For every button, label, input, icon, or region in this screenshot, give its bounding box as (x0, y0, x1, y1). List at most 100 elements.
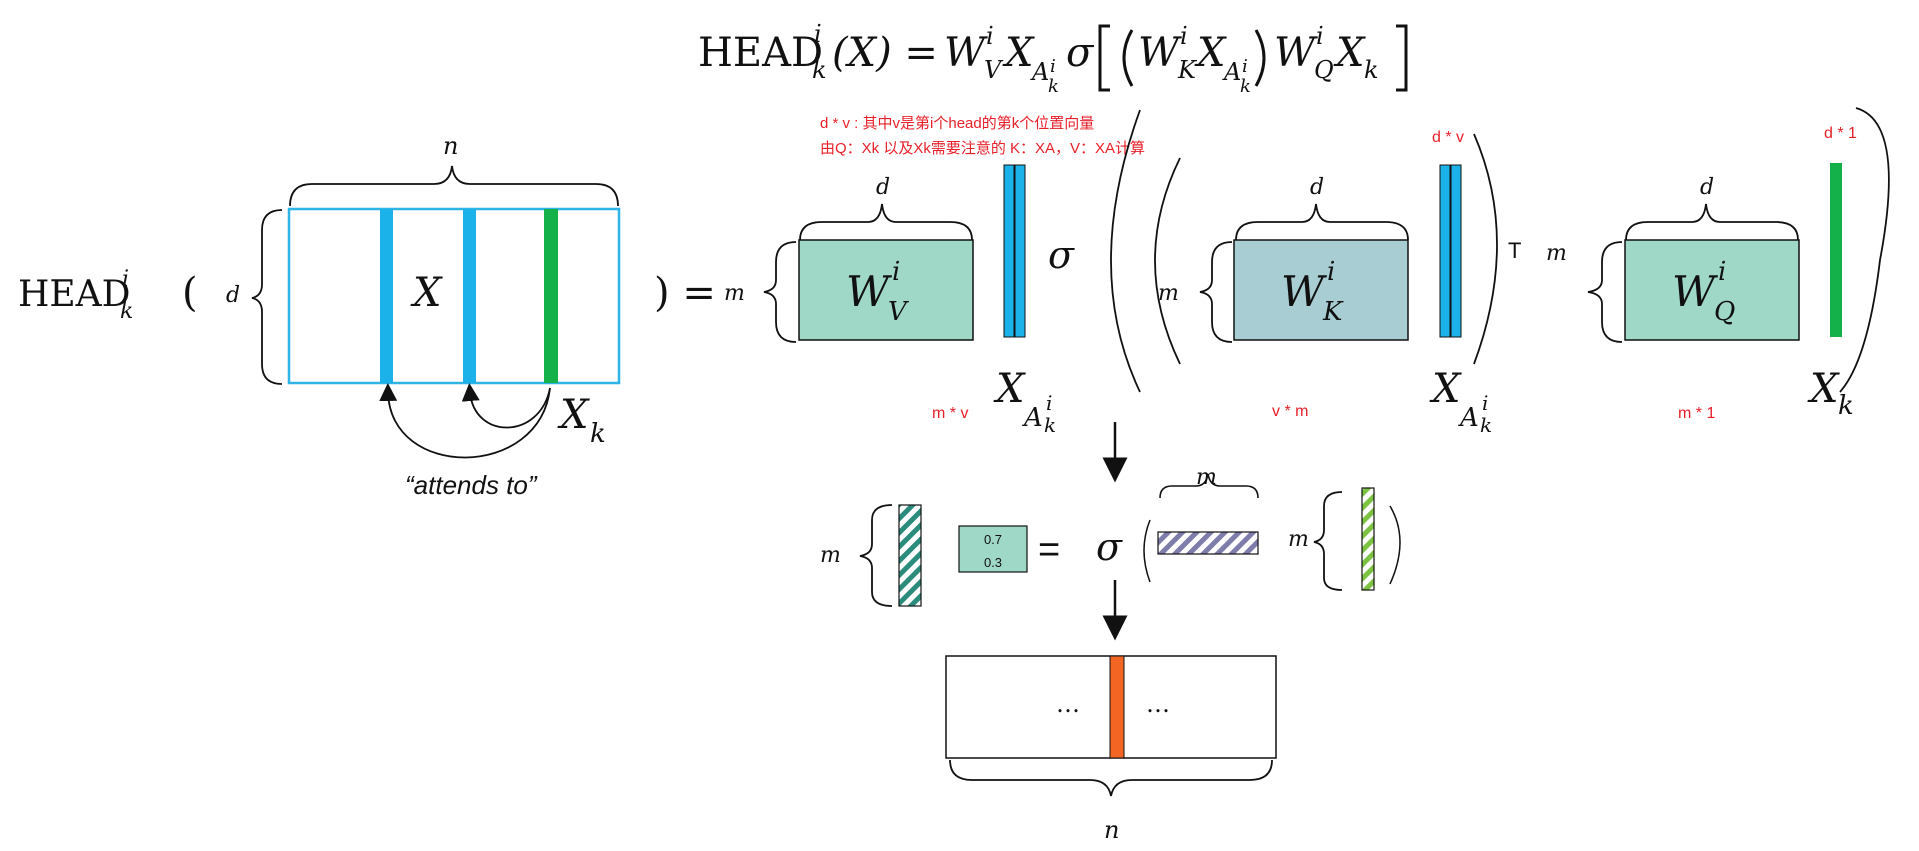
formula-arg: (X) = (832, 30, 938, 76)
brace-m-keys (1159, 473, 1259, 499)
formula-wv-sup: i (986, 22, 994, 50)
left-block: HEAD i k ( ) = n d X X k “attends to” (18, 132, 716, 500)
xk-label: X (557, 392, 590, 438)
formula-wv: W (944, 30, 988, 76)
dim-m-keys: m (1196, 465, 1217, 490)
wq-block: m d W i Q X k (1546, 107, 1890, 421)
softmax-left-paren (1143, 519, 1151, 583)
m1-annotation: m * 1 (1678, 405, 1715, 422)
x-matrix (287, 207, 621, 385)
dim-m-weighted: m (820, 543, 841, 568)
formula-x2-a-sup: i (1242, 56, 1248, 77)
brace-m-wq (1587, 241, 1623, 343)
wv-label-sub: V (888, 297, 909, 327)
dv-annotation: d * v (1432, 129, 1464, 146)
formula-wq: W (1274, 30, 1318, 76)
dim-m-query: m (1288, 527, 1309, 552)
wk-block: d m W i K X A i k (1154, 133, 1498, 437)
sigma-left-paren (1110, 109, 1141, 393)
transpose-left-paren (1154, 157, 1181, 365)
formula-x1-a-sub: k (1048, 76, 1059, 97)
output-ellipsis-right: … (1146, 690, 1170, 718)
wk-label: W (1281, 267, 1328, 316)
formula-head-sub: k (812, 56, 827, 84)
dim-d-left: d (226, 283, 240, 308)
brace-n-output (949, 759, 1273, 797)
dim-m-wq-label: m (1546, 241, 1567, 266)
formula-right-bracket (1396, 24, 1408, 92)
sigma-right-paren (1839, 107, 1890, 393)
dim-d-wk: d (1310, 175, 1324, 200)
softmax-right-paren (1389, 505, 1401, 585)
formula-wv-sub: V (984, 56, 1004, 84)
transpose-right-paren (1473, 133, 1498, 365)
formula-x1-a-sup: i (1050, 56, 1056, 77)
dim-d-wv: d (876, 175, 890, 200)
wk-matrix (1233, 239, 1409, 341)
wv-block: d m W i V X A i k σ (724, 164, 1075, 437)
dim-n-top: n (443, 132, 458, 160)
dim-m-wk: m (1158, 281, 1179, 306)
formula-wk-sup: i (1180, 22, 1188, 50)
xk-bar-query (1830, 163, 1842, 337)
vm-annotation: v * m (1272, 403, 1308, 420)
brace-m-query (1313, 491, 1343, 591)
formula-right-paren (1254, 29, 1266, 87)
formula-left-bracket (1098, 24, 1110, 92)
wk-label-sup: i (1327, 257, 1335, 287)
wq-label-sup: i (1718, 257, 1726, 287)
wv-label-sup: i (892, 257, 900, 287)
formula-x1: X (1002, 30, 1035, 76)
left-open-paren: ( (182, 270, 198, 316)
wv-label: W (846, 267, 893, 316)
xa-v-label: X (993, 366, 1026, 412)
formula-x2-a-sub: k (1240, 76, 1251, 97)
formula-xk-sub: k (1364, 56, 1379, 84)
brace-m-wv (763, 241, 797, 343)
formula-wk: W (1138, 30, 1182, 76)
x-column-attended-1 (380, 209, 393, 383)
dim-n-output: n (1104, 816, 1119, 844)
xa-v-label-sub: k (1044, 413, 1056, 437)
transpose-mark: T (1508, 238, 1521, 263)
brace-d-left (251, 209, 283, 385)
note-line-1: d * v : 其中v是第i个head的第k个位置向量 (820, 114, 1094, 132)
wq-label-sub: Q (1714, 297, 1735, 327)
brace-n-top (289, 165, 619, 207)
xa-k-label-sub: k (1480, 413, 1492, 437)
brace-m-weighted (859, 504, 893, 607)
output-ellipsis-left: … (1056, 690, 1080, 718)
formula-wq-sup: i (1316, 22, 1324, 50)
x-column-attended-2 (463, 209, 476, 383)
xa-k-label-a: A (1458, 403, 1479, 433)
output-column (1109, 655, 1125, 759)
attends-arrow-1 (379, 383, 551, 459)
xa-bar-v-2 (1014, 164, 1026, 338)
attends-arrow-2 (461, 383, 551, 429)
wv-matrix (798, 239, 974, 341)
note-line-2: 由Q：Xk 以及Xk需要注意的 K：XA，V：XA计算 (820, 139, 1145, 157)
top-formula: HEAD i k (X) = W i V X A i k σ W i K X A… (698, 20, 1408, 97)
output-block: … … n (945, 655, 1277, 844)
xk-label-sub: k (590, 419, 606, 449)
dim-m-wv: m (724, 281, 745, 306)
brace-d-wq (1625, 203, 1799, 241)
xa-v-label-a: A (1022, 403, 1043, 433)
x-matrix-label: X (410, 270, 443, 316)
xa-v-label-sup: i (1046, 391, 1052, 415)
formula-left-paren (1122, 29, 1134, 87)
attention-weight-2: 0.3 (984, 555, 1002, 570)
mv-annotation: m * v (932, 405, 968, 422)
left-head: HEAD (18, 274, 131, 315)
dim-d-wq: d (1700, 175, 1714, 200)
xk-right-label: X (1807, 366, 1840, 412)
query-vector-column (1361, 487, 1375, 591)
brace-d-wk (1235, 203, 1409, 241)
formula-xk: X (1333, 30, 1366, 76)
annotations: d * v : 其中v是第i个head的第k个位置向量 由Q：Xk 以及Xk需要… (820, 114, 1857, 422)
formula-x1-a: A (1030, 58, 1049, 86)
attention-weight-1: 0.7 (984, 532, 1002, 547)
wk-label-sub: K (1322, 297, 1344, 327)
attends-to-label: “attends to” (405, 470, 538, 500)
softmax-sigma: σ (1096, 525, 1123, 569)
